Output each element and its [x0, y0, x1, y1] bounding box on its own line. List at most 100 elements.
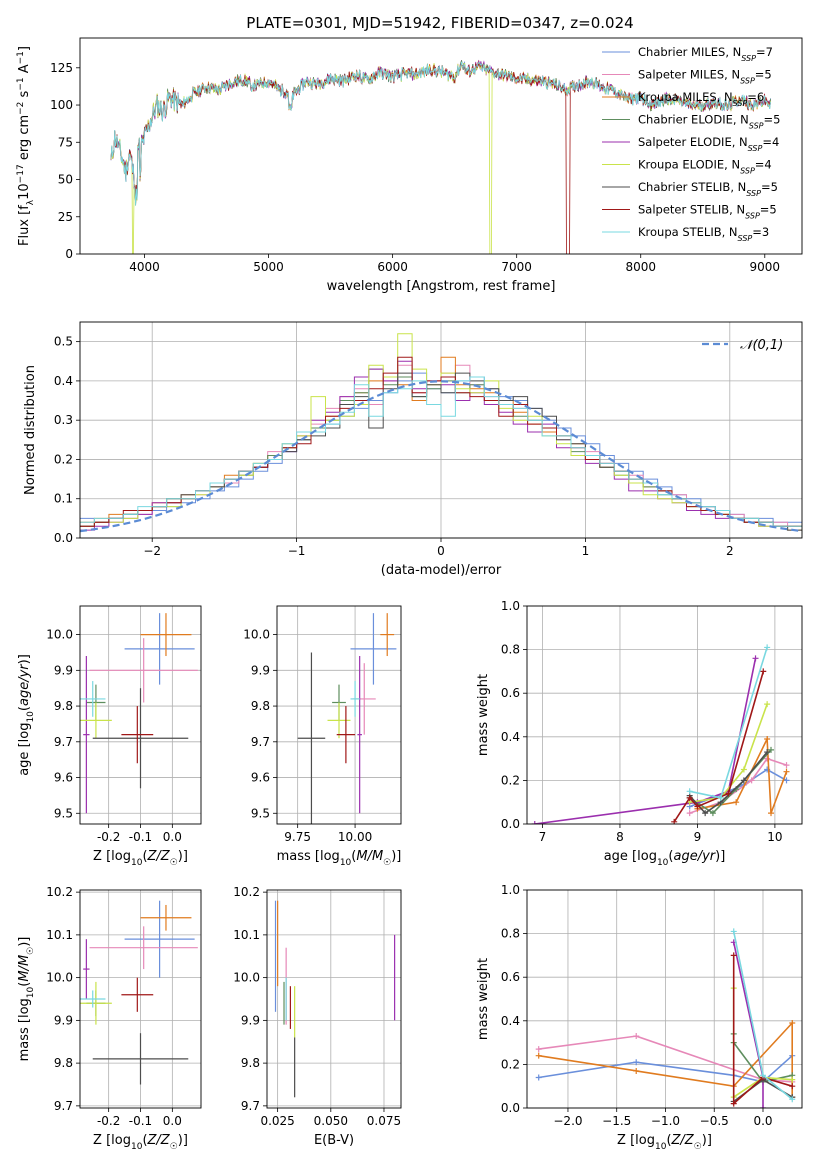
weight-line-kroupa-elodie	[689, 703, 768, 803]
x-tick-label: −2	[143, 544, 161, 558]
weight-marker-salpeter-miles	[633, 1033, 640, 1040]
weight-marker-kroupa-stelib	[717, 794, 724, 801]
weight-marker-salpeter-miles	[748, 777, 755, 784]
x-tick-label: 9	[694, 830, 702, 844]
y-axis-label: mass weight	[476, 674, 491, 756]
weight-marker-salpeter-elodie	[752, 655, 759, 662]
weight-marker-chabrier-miles	[633, 1059, 640, 1066]
y-tick-label: 9.5	[251, 806, 270, 820]
weight-marker-kroupa-stelib	[764, 644, 771, 651]
weight-marker-chabrier-miles	[535, 1074, 542, 1081]
weight-marker-kroupa-miles	[633, 1067, 640, 1074]
weight-line-salpeter-miles	[538, 1035, 793, 1083]
y-axis-label: Flux [fλ10−17 erg cm−2 s−1 A−1]	[16, 46, 36, 246]
y-tick-label: 9.9	[251, 663, 270, 677]
weight-marker-salpeter-miles	[535, 1046, 542, 1053]
x-tick-label: 0.050	[314, 1114, 348, 1128]
y-tick-label: 125	[50, 61, 73, 75]
y-tick-label: 9.7	[54, 735, 73, 749]
x-tick-label: -0.2	[97, 1114, 120, 1128]
y-tick-label: 0.0	[54, 531, 73, 545]
x-axis-label: Z [log10(Z/Z☉)]	[617, 1133, 712, 1152]
y-tick-label: 9.7	[251, 735, 270, 749]
legend-label-chabrier-stelib: Chabrier STELIB, NSSP=5	[638, 180, 778, 198]
y-tick-label: 25	[58, 210, 73, 224]
x-tick-label: 9000	[750, 260, 781, 274]
weight-marker-salpeter-elodie	[531, 821, 538, 824]
legend-label-kroupa-elodie: Kroupa ELODIE, NSSP=4	[638, 158, 772, 176]
x-tick-label: −2.0	[553, 1114, 582, 1128]
x-axis-label: Z [log10(Z/Z☉)]	[93, 1133, 188, 1152]
legend-label-kroupa-miles: Kroupa MILES, NSSP=6	[638, 90, 764, 108]
weight-marker-salpeter-stelib	[730, 952, 737, 959]
y-tick-label: 10.0	[233, 971, 260, 985]
x-tick-label: 0.0	[753, 1114, 772, 1128]
normal-distribution-curve	[80, 380, 802, 533]
y-tick-label: 9.6	[251, 771, 270, 785]
y-axis-label: mass [log10(M/M☉)]	[17, 937, 36, 1062]
x-tick-label: −0.5	[700, 1114, 729, 1128]
weight-marker-kroupa-stelib	[686, 788, 693, 795]
legend-label-chabrier-elodie: Chabrier ELODIE, NSSP=5	[638, 113, 780, 131]
y-tick-label: 0.4	[501, 1014, 520, 1028]
weight-line-salpeter-stelib	[732, 955, 793, 1106]
y-tick-label: 9.7	[54, 1099, 73, 1113]
plot-frame	[79, 605, 202, 825]
x-tick-label: -0.2	[97, 830, 120, 844]
weight-marker-kroupa-stelib	[730, 928, 737, 935]
y-tick-label: 9.8	[251, 699, 270, 713]
y-tick-label: 9.6	[54, 771, 73, 785]
y-tick-label: 1.0	[501, 599, 520, 613]
y-tick-label: 10.0	[46, 628, 73, 642]
plot-frame	[79, 37, 803, 255]
x-tick-label: 5000	[253, 260, 284, 274]
x-axis-label: mass [log10(M/M☉)]	[277, 849, 402, 868]
x-axis-label: Z [log10(Z/Z☉)]	[93, 849, 188, 868]
y-tick-label: 9.5	[54, 806, 73, 820]
x-tick-label: 7	[539, 830, 547, 844]
histogram-kroupa-stelib	[80, 376, 802, 527]
y-tick-label: 9.9	[54, 1013, 73, 1027]
y-tick-label: 10.2	[233, 885, 260, 899]
x-tick-label: 0.0	[163, 830, 182, 844]
y-tick-label: 0.0	[501, 817, 520, 831]
x-tick-label: 9.75	[284, 830, 311, 844]
x-tick-label: 7000	[501, 260, 532, 274]
legend-label-normal: 𝒩(0,1)	[740, 338, 783, 353]
weight-line-salpeter-elodie	[534, 658, 757, 824]
legend-label-salpeter-elodie: Salpeter ELODIE, NSSP=4	[638, 135, 779, 153]
weight-marker-chabrier-miles	[783, 777, 790, 784]
x-axis-label: age [log10(age/yr)]	[604, 849, 726, 868]
y-tick-label: 0.2	[54, 452, 73, 466]
y-tick-label: 0.3	[54, 413, 73, 427]
y-tick-label: 10.2	[46, 885, 73, 899]
plot-frame	[79, 889, 202, 1109]
weight-marker-salpeter-miles	[686, 810, 693, 817]
legend-label-chabrier-miles: Chabrier MILES, NSSP=7	[638, 45, 773, 63]
x-tick-label: 10.00	[338, 830, 372, 844]
plot-frame	[266, 889, 402, 1109]
weight-marker-kroupa-miles	[535, 1052, 542, 1059]
plot-frame	[276, 605, 402, 825]
weight-marker-kroupa-stelib	[789, 1096, 796, 1103]
y-axis-label: age [log10(age/yr)]	[17, 654, 36, 776]
x-tick-label: 1	[582, 544, 590, 558]
weight-marker-salpeter-stelib	[789, 1083, 796, 1090]
x-axis-label: wavelength [Angstrom, rest frame]	[327, 279, 556, 294]
y-tick-label: 9.8	[54, 1056, 73, 1070]
y-tick-label: 9.9	[54, 663, 73, 677]
weight-vs-age-panel: 7 8 9 10 0.0 0.2 0.4 0.6 0.8 1.0 mass weight age [l…	[476, 599, 803, 868]
x-tick-label: −1.0	[651, 1114, 680, 1128]
y-tick-label: 1.0	[501, 883, 520, 897]
weight-marker-salpeter-stelib	[730, 1100, 737, 1107]
x-tick-label: 0.025	[260, 1114, 294, 1128]
y-tick-label: 0.8	[501, 927, 520, 941]
legend-label-salpeter-miles: Salpeter MILES, NSSP=5	[638, 68, 772, 86]
weight-marker-chabrier-elodie	[709, 810, 716, 817]
weight-marker-chabrier-stelib	[740, 777, 747, 784]
y-tick-label: 9.9	[241, 1013, 260, 1027]
y-tick-label: 10.1	[233, 928, 260, 942]
mass-vs-ebv-panel: 0.025 0.050 0.075 9.7 9.8 9.9 10.0 10.1 10.2 E(B-…	[233, 885, 402, 1148]
x-tick-label: −1.5	[602, 1114, 631, 1128]
